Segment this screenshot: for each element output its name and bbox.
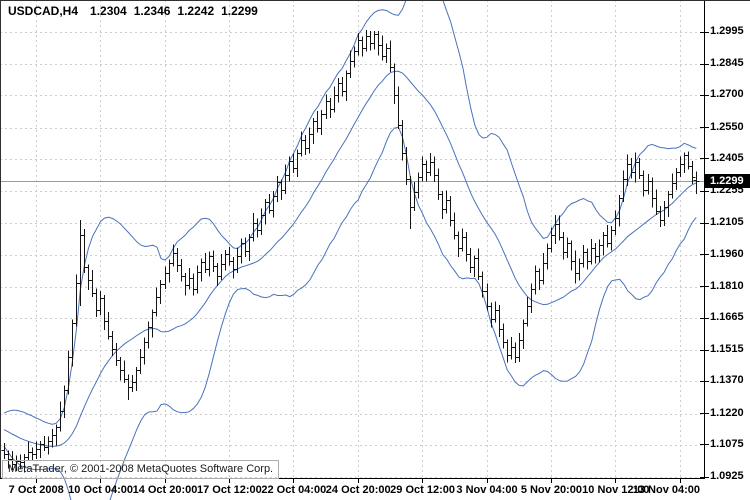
date-axis-label: 10 Nov 12:00 <box>582 484 650 496</box>
price-axis-label: 1.1220 <box>710 407 744 419</box>
chart-title: USDCAD,H4 1.2304 1.2346 1.2242 1.2299 <box>8 4 265 18</box>
price-axis-label: 1.1810 <box>710 280 744 292</box>
date-axis-label: 14 Oct 20:00 <box>132 484 198 496</box>
ohlc-bars <box>1 29 700 473</box>
bollinger-middle-band <box>3 70 697 447</box>
date-axis-label: 24 Oct 20:00 <box>325 484 391 496</box>
price-axis-label: 1.1075 <box>710 438 744 450</box>
ohlc-close-value: 1.2299 <box>221 4 258 18</box>
symbol-period-label: USDCAD,H4 <box>8 4 79 18</box>
date-axis-label: 29 Oct 12:00 <box>390 484 456 496</box>
ohlc-high-value: 1.2346 <box>133 4 171 18</box>
date-axis-label: 7 Oct 2008 <box>8 484 64 496</box>
price-axis-label: 1.2405 <box>710 152 744 164</box>
price-axis-label: 1.1515 <box>710 343 744 355</box>
date-axis-label: 10 Oct 04:00 <box>68 484 134 496</box>
price-axis-label: 1.2995 <box>710 25 744 37</box>
branding-label: MetaTrader, © 2001-2008 MetaQuotes Softw… <box>2 460 280 479</box>
price-axis-label: 1.2845 <box>710 57 744 69</box>
price-axis-label: 1.2700 <box>710 88 744 100</box>
price-axis-label: 1.2105 <box>710 216 744 228</box>
date-axis-label: 3 Nov 04:00 <box>456 484 518 496</box>
axis-ticks <box>36 32 709 483</box>
bollinger-lower-band <box>3 126 697 500</box>
ohlc-open-value: 1.2304 <box>90 4 127 18</box>
price-axis-label: 1.2550 <box>710 121 744 133</box>
date-axis-label: 5 Nov 20:00 <box>520 484 582 496</box>
price-axis-label: 1.1665 <box>710 311 744 323</box>
date-axis-label: 22 Oct 04:00 <box>261 484 327 496</box>
price-axis-label: 1.0925 <box>710 470 744 482</box>
price-axis-label: 1.1370 <box>710 374 744 386</box>
ohlc-low-value: 1.2242 <box>177 4 215 18</box>
price-axis-label: 1.1960 <box>710 248 744 260</box>
date-axis-label: 13 Nov 04:00 <box>632 484 700 496</box>
date-axis-label: 17 Oct 12:00 <box>196 484 262 496</box>
current-price-tag: 1.2299 <box>705 174 750 188</box>
